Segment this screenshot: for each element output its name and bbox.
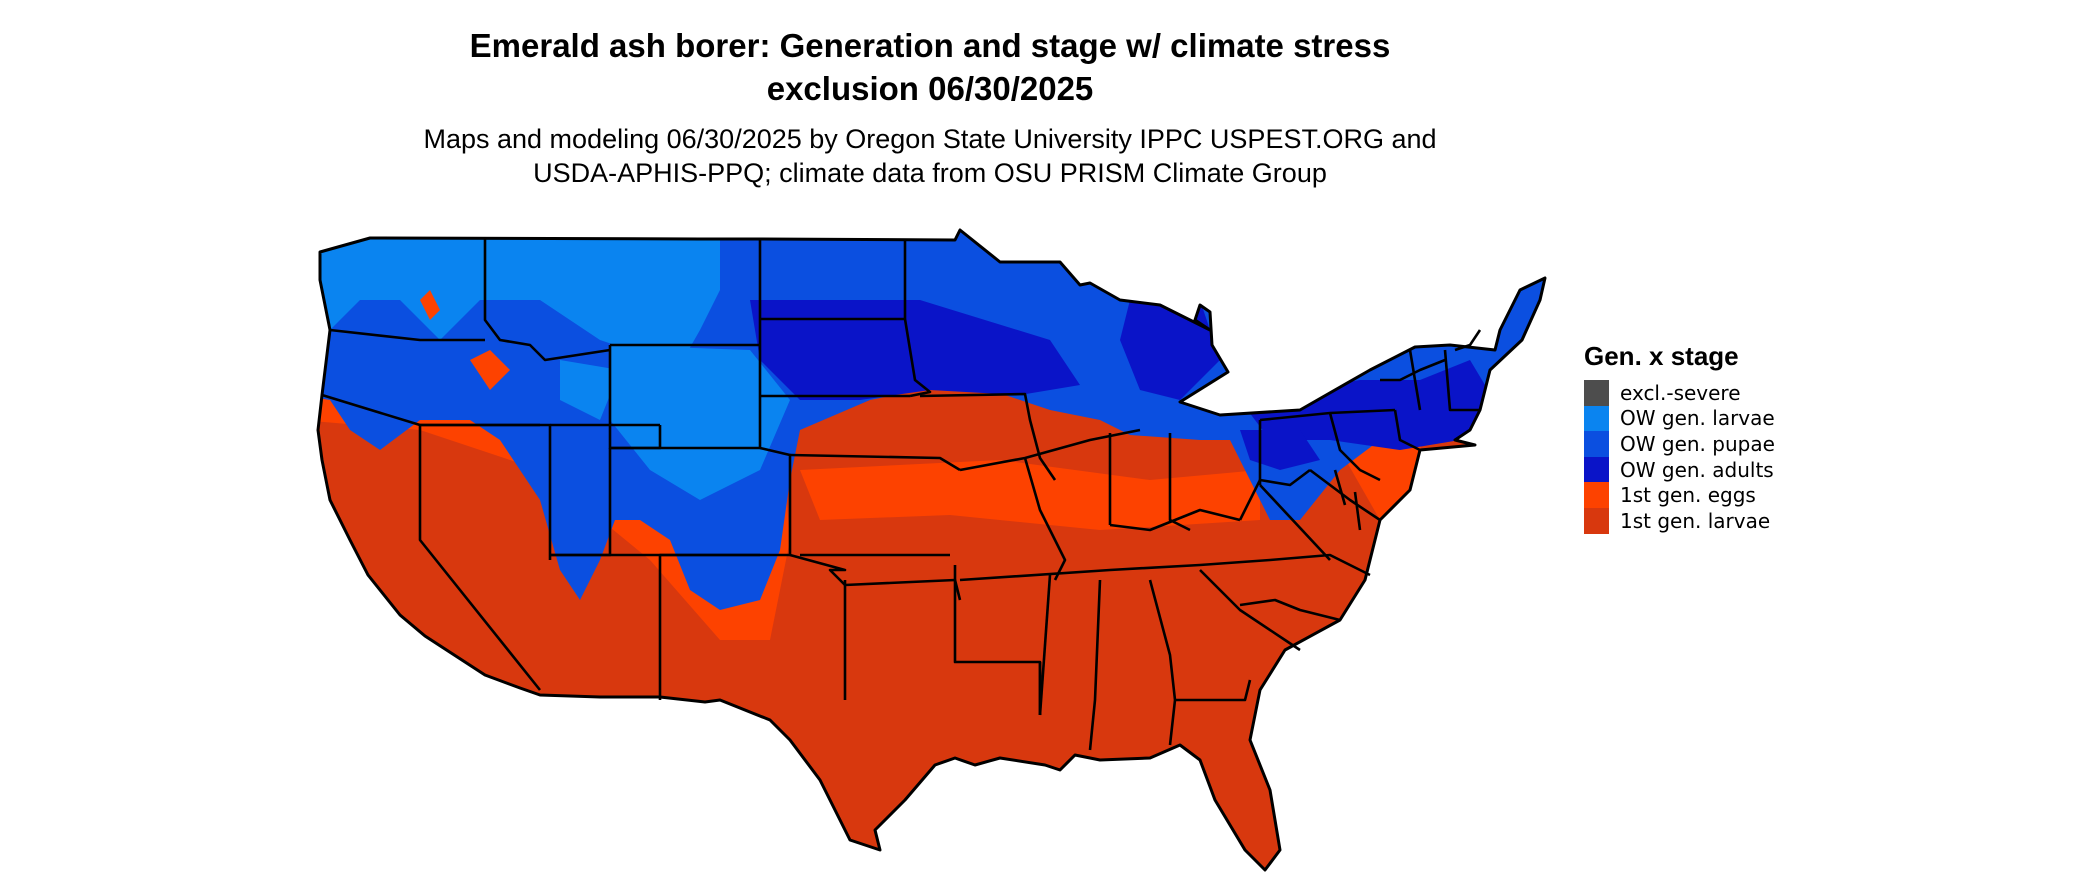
- legend-label: 1st gen. eggs: [1620, 483, 1756, 508]
- legend-swatch: [1584, 507, 1609, 534]
- legend-label: 1st gen. larvae: [1620, 508, 1771, 533]
- legend-title: Gen. x stage: [1584, 341, 1739, 371]
- map-subtitle-line2: USDA-APHIS-PPQ; climate data from OSU PR…: [533, 158, 1327, 188]
- legend-label: OW gen. adults: [1620, 457, 1774, 482]
- legend-item: 1st gen. larvae: [1584, 507, 1775, 534]
- legend-item: OW gen. pupae: [1584, 431, 1775, 457]
- map-subtitle: Maps and modeling 06/30/2025 by Oregon S…: [0, 122, 1860, 190]
- legend-item: OW gen. adults: [1584, 456, 1775, 483]
- legend-swatch: [1584, 405, 1609, 432]
- legend-swatch: [1584, 431, 1609, 457]
- legend-label: OW gen. larvae: [1620, 406, 1775, 431]
- legend-item: OW gen. larvae: [1584, 405, 1775, 432]
- legend-item: excl.-severe: [1584, 380, 1775, 406]
- legend-label: excl.-severe: [1620, 380, 1741, 405]
- map-title: Emerald ash borer: Generation and stage …: [0, 24, 1860, 110]
- legend-swatch: [1584, 482, 1609, 508]
- legend-swatch: [1584, 380, 1609, 406]
- map-title-line2: exclusion 06/30/2025: [766, 70, 1094, 107]
- legend-swatch: [1584, 456, 1609, 483]
- legend-label: OW gen. pupae: [1620, 431, 1775, 456]
- legend-item: 1st gen. eggs: [1584, 482, 1775, 508]
- map-title-line1: Emerald ash borer: Generation and stage …: [469, 27, 1391, 64]
- map-legend: Gen. x stage excl.-severe OW gen. larvae…: [1584, 340, 1775, 534]
- map-subtitle-line1: Maps and modeling 06/30/2025 by Oregon S…: [423, 124, 1437, 154]
- us-map: [316, 228, 1547, 872]
